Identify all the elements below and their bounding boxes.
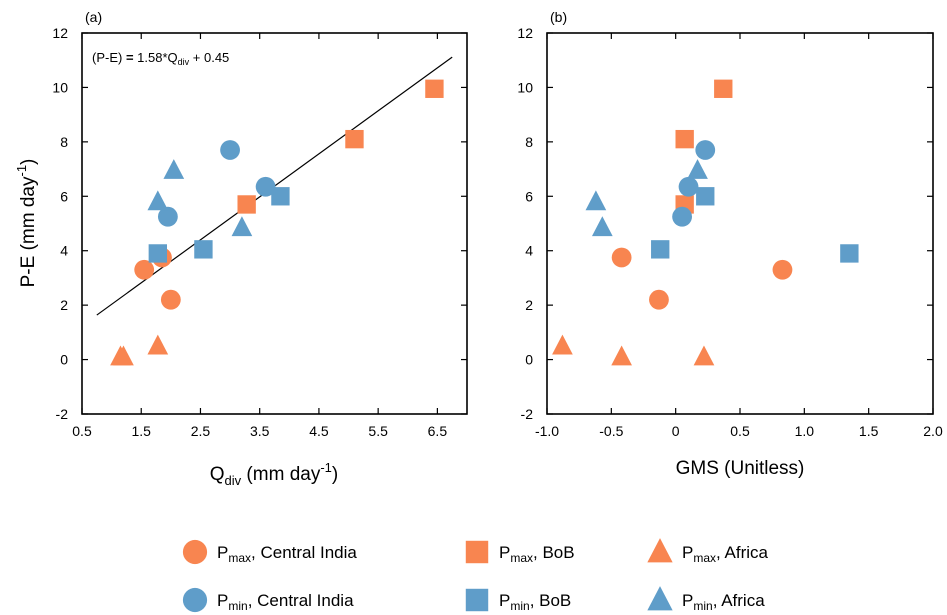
panel-b-x-tick-label: 1.5 <box>859 423 879 439</box>
panel-b-point-pmin_bob <box>696 187 715 206</box>
panel-b-point-pmax_bob <box>675 129 694 149</box>
panel-b-y-tick-label: 8 <box>525 134 533 150</box>
panel-b-point-pmin_ci <box>672 206 692 227</box>
panel-a-label: (a) <box>85 9 102 25</box>
panel-b: (b) GMS (Unitless) -1.0 -0.5 0 0.5 1.0 1.5 2.0… <box>517 9 943 479</box>
panel-b-label: (b) <box>550 9 567 25</box>
panel-a-point-pmax_af <box>147 334 169 355</box>
panel-b-y-tick-label: 2 <box>525 297 533 313</box>
panel-a-point-pmax_bob <box>237 195 256 214</box>
panel-b-y-tick-label: 12 <box>517 25 533 41</box>
legend-item-pmax_bob: Pmax, BoB <box>465 540 575 565</box>
panel-a-point-pmin_bob <box>148 244 167 263</box>
panel-b-point-pmin_ci <box>695 140 716 160</box>
panel-a-point-pmax_ci <box>160 289 181 310</box>
panel-a-y-axis-label: P-E (mm day-1) <box>14 159 39 288</box>
panel-a-y-tick-label: 0 <box>60 352 68 368</box>
panel-a-x-tick-label: 0.5 <box>72 423 92 439</box>
legend-marker-pmax_af <box>647 538 673 563</box>
panel-b-point-pmax_ci <box>611 247 632 268</box>
panel-a-y-tick-label: 6 <box>60 188 68 204</box>
panel-b-point-pmax_ci <box>649 289 669 310</box>
legend-marker-pmax_ci <box>182 539 208 565</box>
panel-a-y-tick-label: 8 <box>60 134 68 150</box>
legend-label-pmin_bob: Pmin, BoB <box>499 591 571 613</box>
panel-b-y-tick-label: 10 <box>517 79 533 95</box>
panel-b-x-tick-label: 0 <box>672 423 680 439</box>
legend-label-pmax_ci: Pmax, Central India <box>217 543 357 565</box>
panel-b-x-axis-label: GMS (Unitless) <box>676 458 805 479</box>
panel-a-point-pmin_af <box>163 159 185 179</box>
panel-b-y-tick-label: 6 <box>525 188 533 204</box>
legend-item-pmax_af: Pmax, Africa <box>647 538 769 565</box>
panel-b-point-pmax_af <box>693 345 715 366</box>
panel-b-point-pmax_bob <box>714 79 733 98</box>
panel-a-x-tick-label: 6.5 <box>428 423 448 439</box>
panel-a-y-tick-label: -2 <box>56 406 69 422</box>
legend-marker-pmin_af <box>647 586 673 611</box>
panel-b-y-tick-label: 0 <box>525 352 533 368</box>
legend-item-pmax_ci: Pmax, Central India <box>182 539 357 565</box>
panel-a-point-pmin_ci <box>157 206 178 227</box>
panel-a-point-pmax_af <box>113 345 134 366</box>
panel-a-y-tick-label: 4 <box>60 243 68 259</box>
panel-a-point-pmin_ci <box>220 140 240 160</box>
panel-a-frame <box>81 32 468 415</box>
legend-label-pmax_bob: Pmax, BoB <box>499 543 575 565</box>
panel-b-point-pmin_af <box>585 190 607 211</box>
panel-a-y-tick-label: 12 <box>52 25 68 41</box>
panel-b-point-pmax_ci <box>772 259 793 280</box>
legend-label-pmin_ci: Pmin, Central India <box>217 591 354 613</box>
panel-a-y-tick-label: 2 <box>60 297 68 313</box>
panel-b-point-pmin_ci <box>678 176 699 197</box>
panel-a-x-tick-label: 5.5 <box>368 423 388 439</box>
legend-label-pmin_af: Pmin, Africa <box>682 591 765 613</box>
panel-b-y-tick-label: -2 <box>521 406 534 422</box>
panel-a-x-axis-label: Qdiv (mm day-1) <box>210 460 338 488</box>
panel-a-fit-equation: (P-E) = 1.58*Qdiv + 0.45 <box>92 50 229 67</box>
panel-a-x-tick-label: 2.5 <box>191 423 211 439</box>
panel-a-point-pmin_bob <box>271 187 290 206</box>
panel-b-y-tick-label: 4 <box>525 243 533 259</box>
panel-a-point-pmin_af <box>147 190 169 211</box>
legend-marker-pmin_ci <box>182 587 208 613</box>
panel-a-point-pmin_af <box>231 216 253 237</box>
panel-b-point-pmin_bob <box>651 240 670 259</box>
panel-a-point-pmin_ci <box>255 176 276 197</box>
panel-b-x-tick-label: -1.0 <box>535 423 559 439</box>
panel-b-x-tick-label: 0.5 <box>730 423 750 439</box>
legend-item-pmin_af: Pmin, Africa <box>647 586 765 613</box>
legend-item-pmin_bob: Pmin, BoB <box>465 588 571 613</box>
panel-b-x-tick-label: 1.0 <box>795 423 815 439</box>
panel-a-point-pmax_bob <box>345 129 364 149</box>
panel-b-point-pmin_bob <box>840 244 859 263</box>
panel-a-y-tick-label: 10 <box>52 79 68 95</box>
panel-b-point-pmin_af <box>591 216 613 237</box>
panel-a-x-tick-label: 1.5 <box>131 423 151 439</box>
panel-a-point-pmax_ci <box>134 259 155 280</box>
legend-label-pmax_af: Pmax, Africa <box>682 543 769 565</box>
legend-marker-pmin_bob <box>465 588 489 612</box>
legend-item-pmin_ci: Pmin, Central India <box>182 587 354 613</box>
panel-a-x-tick-label: 3.5 <box>250 423 270 439</box>
panel-b-x-tick-label: -0.5 <box>599 423 623 439</box>
legend-marker-pmax_bob <box>465 540 489 564</box>
panel-a: (a) (P-E) = 1.58*Qdiv + 0.45 Qdiv (mm da… <box>14 9 468 488</box>
panel-a-x-tick-label: 4.5 <box>309 423 329 439</box>
panel-a-point-pmin_bob <box>194 240 213 259</box>
panel-b-point-pmax_af <box>552 334 573 355</box>
panel-b-point-pmin_af <box>687 159 708 179</box>
panel-b-point-pmax_af <box>611 345 632 366</box>
legend: Pmax, Central India Pmax, BoB Pmax, Africa… <box>182 538 769 613</box>
panel-b-x-tick-label: 2.0 <box>923 423 943 439</box>
panel-a-point-pmax_bob <box>425 79 444 98</box>
